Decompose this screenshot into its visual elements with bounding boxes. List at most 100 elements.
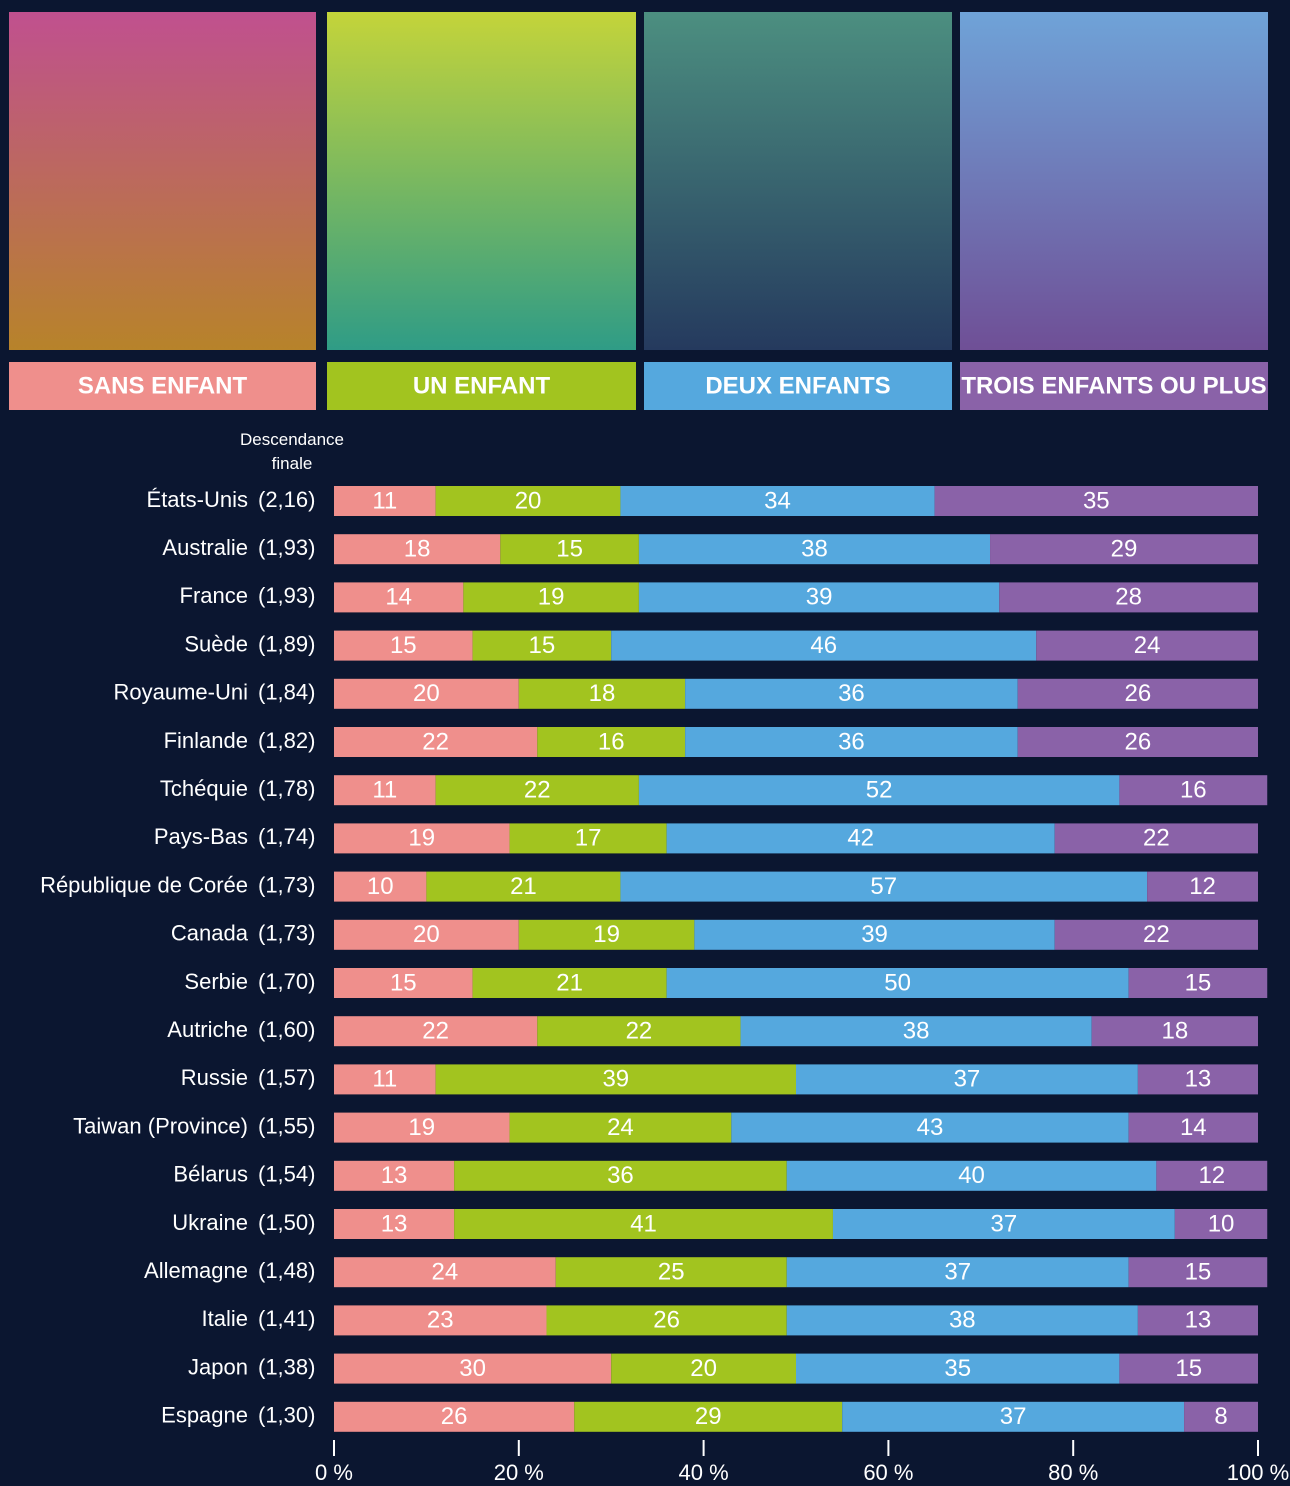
bar-segment [1184,1401,1258,1432]
bar-segment [990,534,1258,565]
value-label: 12 [1198,1162,1225,1189]
value-label: 21 [556,969,583,996]
value-label: 15 [390,969,417,996]
value-label: 16 [598,728,625,755]
value-label: 24 [607,1114,634,1141]
descendance-label: (1,38) [258,1354,315,1379]
bar-segment [694,919,1055,950]
descendance-label: (1,89) [258,631,315,656]
descendance-label: (1,82) [258,728,315,753]
category-label: France [180,583,248,608]
x-tick-label: 40 % [679,1460,729,1485]
value-label: 12 [1189,873,1216,900]
value-label: 41 [630,1210,657,1237]
value-label: 18 [589,680,616,707]
bar-segment [334,1160,455,1191]
bar-segment [685,678,1018,709]
x-tick-label: 60 % [863,1460,913,1485]
bar-segment [334,1112,510,1143]
value-label: 22 [524,777,551,804]
value-label: 39 [602,1066,629,1093]
bar-segment [638,582,1000,613]
value-label: 22 [1143,825,1170,852]
descendance-label: (1,84) [258,680,315,705]
bar-segment [786,1160,1157,1191]
bar-segment [1137,1305,1258,1336]
bar-segment [334,823,510,854]
bar-segment [999,582,1258,613]
value-label: 22 [422,728,449,755]
bar-segment [1174,1209,1268,1239]
bar-segment [435,775,639,806]
descendance-label: (2,16) [258,487,315,512]
value-label: 18 [1161,1018,1188,1045]
bar-segment [1137,1064,1258,1095]
bar-segment [472,630,612,661]
value-label: 14 [1180,1114,1207,1141]
bar-segment [1119,775,1268,806]
bar-segment [463,582,639,613]
legend-swatch [960,362,1268,410]
bar-segment [334,1353,612,1384]
bar-segment [1128,968,1268,998]
x-tick-label: 0 % [315,1460,353,1485]
bar-segment [666,968,1129,998]
value-label: 15 [529,632,556,659]
descendance-label: (1,55) [258,1113,315,1138]
bar-segment [472,968,667,998]
value-label: 38 [801,536,828,563]
bar-segment [546,1305,787,1336]
bar-segment [574,1401,843,1432]
value-label: 14 [385,584,412,611]
descendance-label: (1,48) [258,1258,315,1283]
value-label: 26 [1125,680,1152,707]
value-label: 50 [884,969,911,996]
category-label: Italie [202,1306,248,1331]
value-label: 46 [810,632,837,659]
value-label: 35 [1083,487,1110,514]
value-label: 35 [944,1355,971,1382]
value-label: 30 [459,1355,486,1382]
value-label: 39 [861,921,888,948]
descendance-label: (1,73) [258,921,315,946]
descendance-label: (1,60) [258,1017,315,1042]
x-tick-label: 80 % [1048,1460,1098,1485]
bar-segment [1128,1112,1258,1143]
bar-segment [334,1209,455,1239]
bar-segment [842,1401,1185,1432]
bar-segment [334,1305,547,1336]
value-label: 11 [372,487,397,514]
bar-segment [500,534,639,565]
photo [9,12,316,350]
bar-segment [334,534,501,565]
x-tick-label: 20 % [494,1460,544,1485]
category-label: Bélarus [173,1162,248,1187]
descendance-label: (1,50) [258,1210,315,1235]
bar-segment [1147,871,1258,902]
bar-segment [786,1257,1129,1288]
value-label: 43 [917,1114,944,1141]
bar-segment [666,823,1055,854]
descendance-label: (1,41) [258,1306,315,1331]
bar-segment [334,582,464,613]
value-label: 10 [367,873,394,900]
bar-segment [1017,678,1258,709]
bar-segment [638,534,991,565]
value-label: 28 [1115,584,1142,611]
value-label: 15 [556,536,583,563]
category-label: Royaume-Uni [114,680,249,705]
bar-segment [334,871,427,902]
legend-label: DEUX ENFANTS [705,372,890,399]
bar-segment [620,486,935,516]
value-label: 29 [695,1403,722,1430]
value-label: 40 [958,1162,985,1189]
bar-segment [832,1209,1175,1239]
value-label: 20 [690,1355,717,1382]
bar-segment [740,1016,1092,1047]
bar-segment [334,968,473,998]
bar-segment [796,1064,1138,1095]
value-label: 19 [408,1114,435,1141]
value-label: 17 [575,825,602,852]
value-label: 52 [866,777,893,804]
category-label: Taiwan (Province) [73,1113,248,1138]
